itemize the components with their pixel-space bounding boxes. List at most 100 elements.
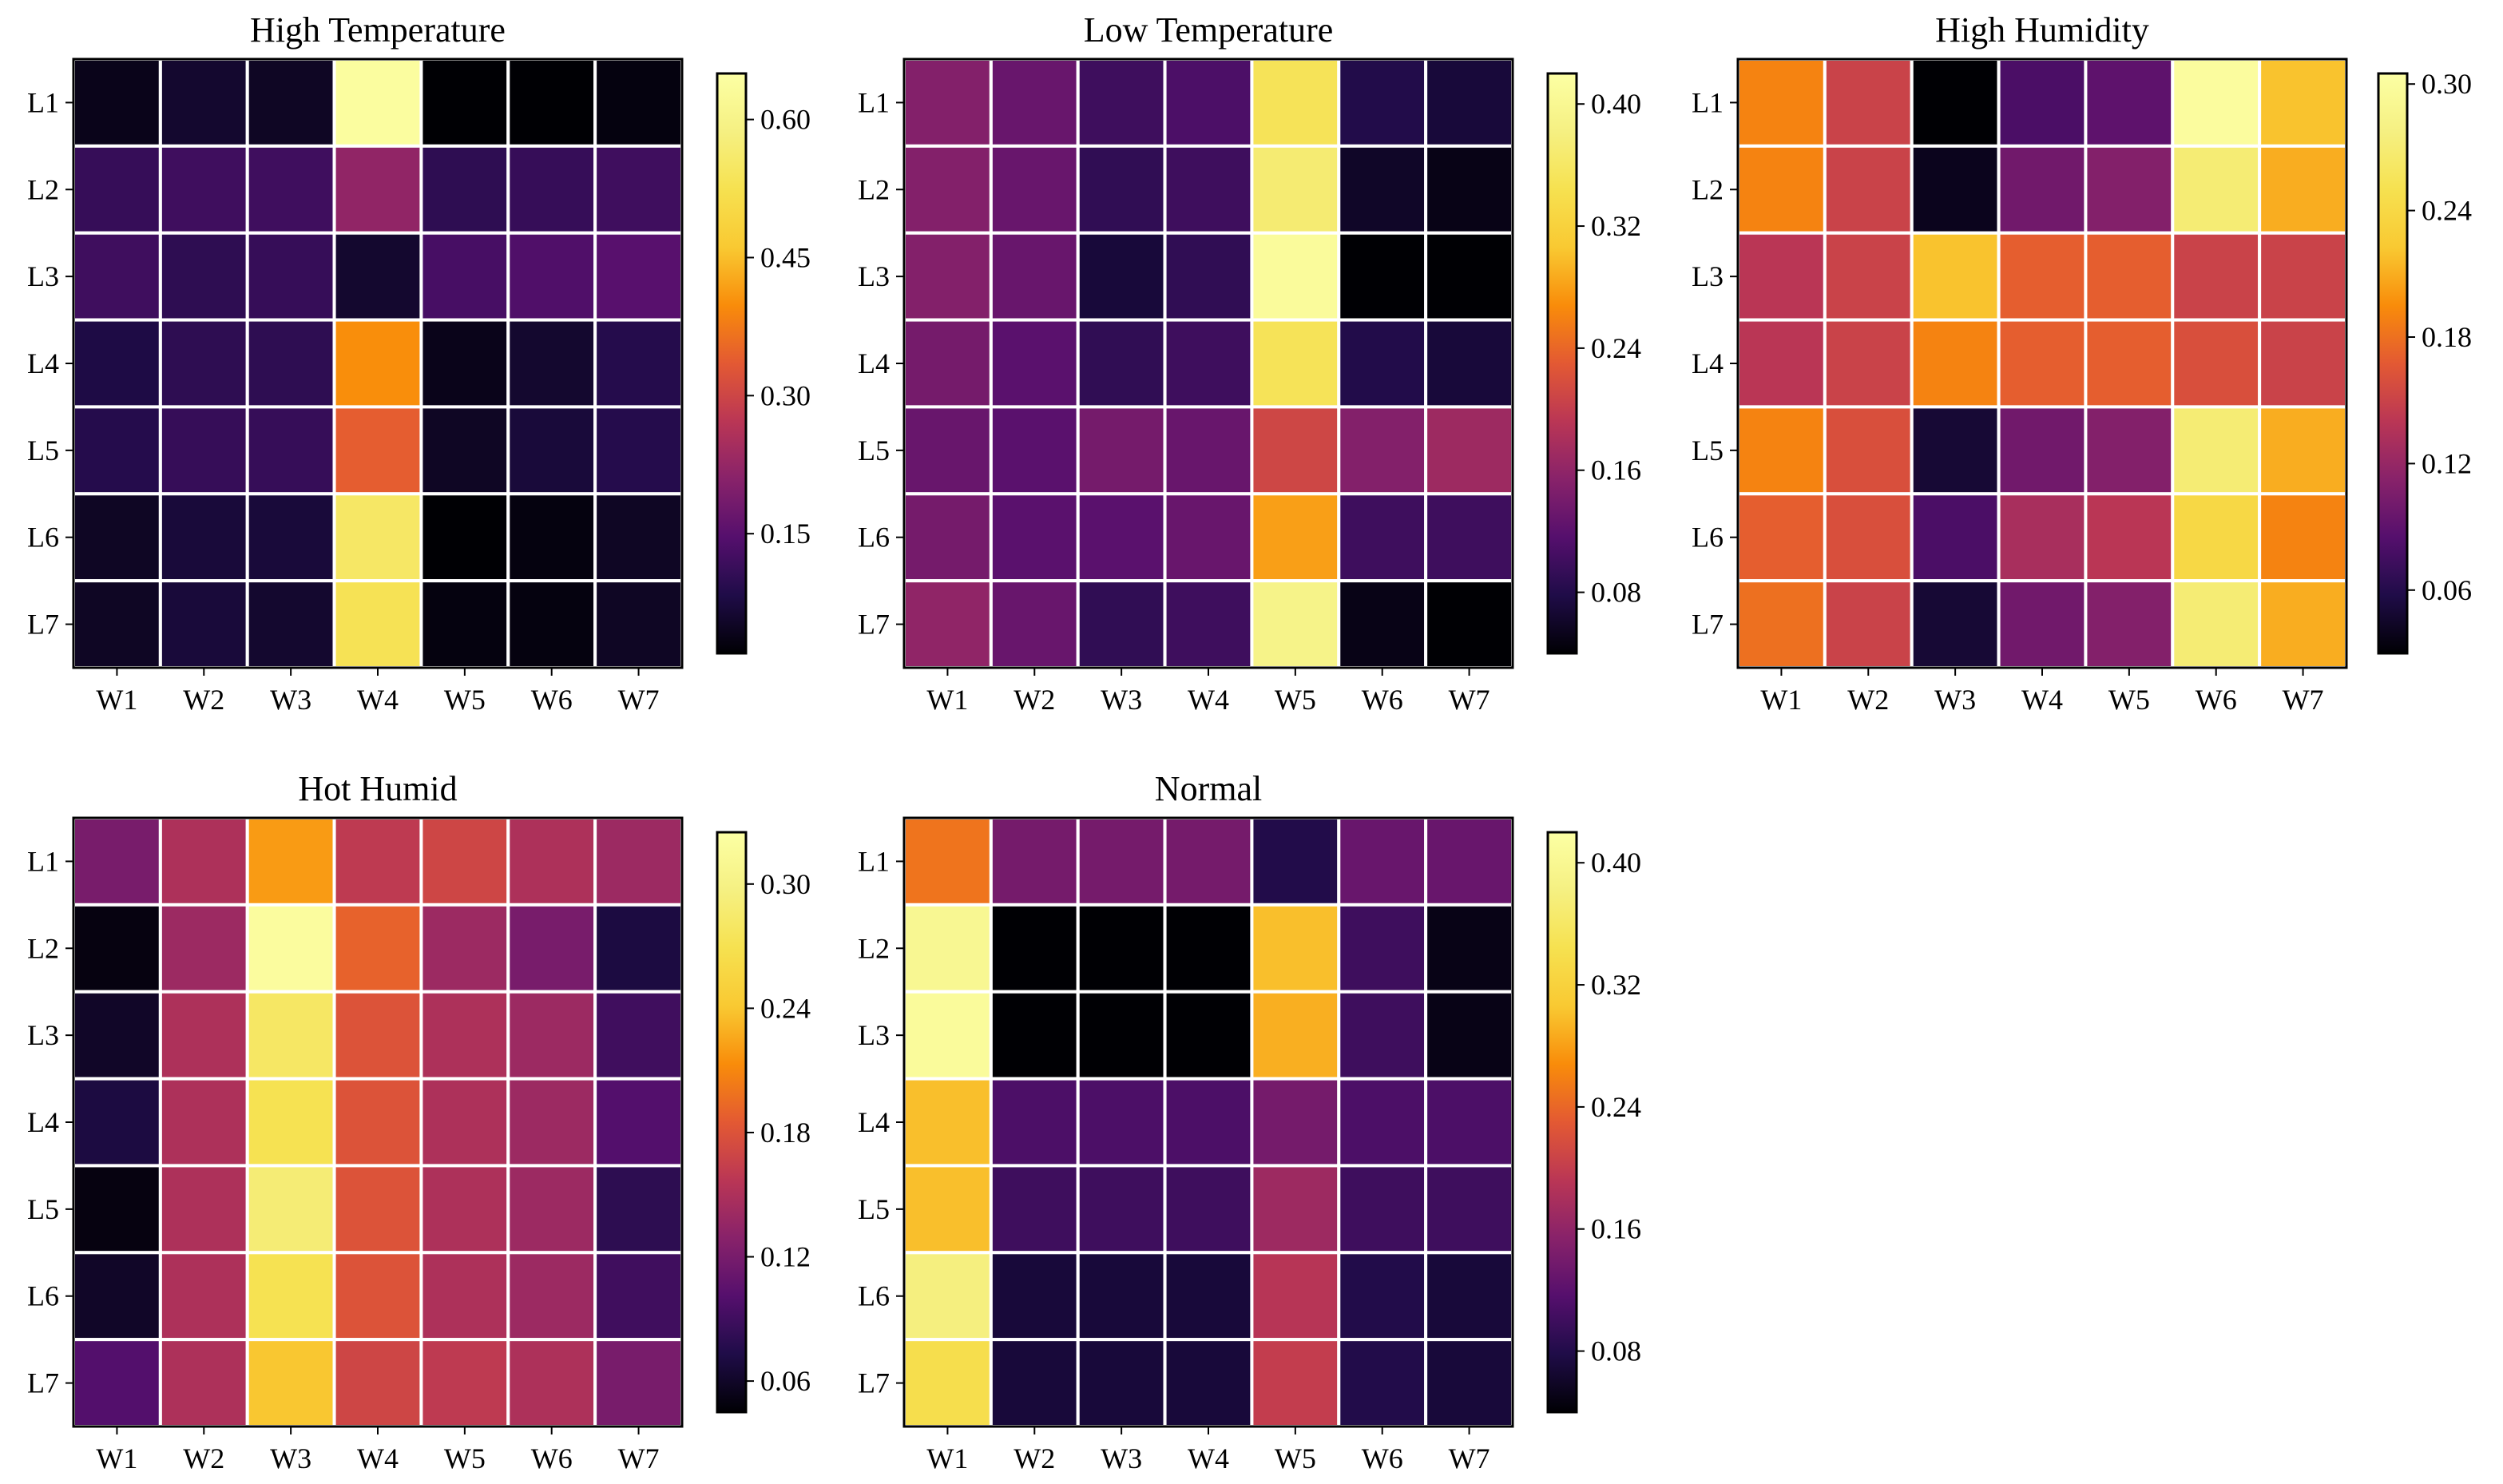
y-tick-label: L4: [1692, 347, 1724, 379]
colorbar-tick-label: 0.30: [2422, 68, 2472, 100]
heatmap-cell: L5 × W4: 0.13: [1163, 405, 1254, 496]
heatmap-cell: L7 × W4: 0.17: [332, 1338, 423, 1428]
heatmap-cell: L5 × W4: 0.1: [1163, 1164, 1254, 1255]
x-tick-label: W5: [2108, 684, 2150, 716]
heatmap-cell: L2 × W3: 0.12: [245, 144, 336, 235]
heatmap-cell: L4 × W7: 0.07: [1424, 318, 1514, 409]
heatmap-cell: L7 × W5: 0.11: [2084, 579, 2175, 670]
y-tick-label: L5: [27, 1193, 59, 1225]
heatmap-cell: L6 × W7: 0.05: [593, 492, 684, 583]
heatmap-cell: L4 × W7: 0.09: [593, 318, 684, 409]
y-tick-label: L6: [858, 1280, 890, 1312]
heatmap-cell: L6 × W1: 0.05: [72, 492, 162, 583]
colorbar-tick-label: 0.18: [2422, 321, 2472, 353]
heatmap-cell: L7 × W6: 0.05: [1337, 579, 1428, 670]
heatmap-cell: L3 × W3: 0.22: [1910, 231, 2001, 322]
heatmap-cell: L3 × W7: 0.15: [2258, 231, 2348, 322]
y-tick-label: L1: [858, 86, 890, 118]
heatmap-cell: L4 × W3: 0.27: [245, 1077, 336, 1168]
heatmap-cell: L3 × W7: 0.09: [593, 990, 684, 1081]
heatmap-cell: L1 × W6: 0.08: [1337, 58, 1428, 148]
heatmap-cell: L3 × W5: 0.13: [419, 231, 510, 322]
heatmap-cell: L3 × W4: 0.04: [1163, 990, 1254, 1081]
heatmap-cell: L5 × W1: 0.13: [902, 405, 993, 496]
heatmap-cell: L4 × W4: 0.18: [332, 1077, 423, 1168]
y-tick-label: L2: [858, 173, 890, 205]
heatmap-cell: L2 × W4: 0.1: [1163, 144, 1254, 235]
heatmap-cell: L6 × W2: 0.16: [1823, 492, 1914, 583]
colorbar-tick-label: 0.16: [1591, 454, 1641, 486]
x-tick-label: W5: [444, 1442, 486, 1474]
heatmap-cell: L5 × W5: 0.11: [2084, 405, 2175, 496]
colorbar-tick-label: 0.15: [760, 518, 811, 550]
heatmap-cell: L6 × W6: 0.03: [506, 492, 597, 583]
heatmap-cell: L5 × W2: 0.15: [158, 1164, 249, 1255]
colorbar-tick-label: 0.24: [1591, 1091, 1641, 1123]
colorbar-tick-label: 0.40: [1591, 847, 1641, 879]
y-tick-label: L3: [858, 260, 890, 292]
x-tick-label: W1: [926, 1442, 968, 1474]
heatmap-cell: L4 × W1: 0.14: [1736, 318, 1827, 409]
heatmap-cell: L2 × W6: 0.11: [506, 144, 597, 235]
heatmap-cell: L1 × W2: 0.15: [1823, 58, 1914, 148]
heatmap-cell: L5 × W6: 0.27: [2171, 405, 2262, 496]
heatmap-cell: L7 × W3: 0.24: [245, 1338, 336, 1428]
y-tick-label: L4: [858, 1106, 890, 1138]
x-tick-label: W6: [1362, 1442, 1403, 1474]
heatmap-cell: L2 × W3: 0.09: [1076, 144, 1167, 235]
y-tick-label: L1: [27, 86, 59, 118]
heatmap-cell: L1 × W1: 0.25: [902, 816, 993, 907]
heatmap-cell: L5 × W3: 0.29: [245, 1164, 336, 1255]
heatmap-cell: L4 × W3: 0.11: [1076, 1077, 1167, 1168]
heatmap-cell: L7 × W7: 0.04: [1424, 579, 1514, 670]
heatmap-cell: L1 × W6: 0.3: [2171, 58, 2262, 148]
heatmap-cell: L7 × W4: 0.07: [1163, 1338, 1254, 1428]
heatmap-cell: L1 × W1: 0.04: [72, 58, 162, 148]
heatmap-cell: L6 × W6: 0.08: [1337, 1251, 1428, 1342]
heatmap-cell: L3 × W2: 0.1: [158, 231, 249, 322]
x-tick-label: W1: [1760, 684, 1802, 716]
heatmap-cell: L6 × W7: 0.1: [1424, 492, 1514, 583]
heatmap-cell: L3 × W5: 0.29: [1250, 990, 1341, 1081]
y-tick-label: L1: [27, 845, 59, 877]
colorbar-tick-label: 0.60: [760, 104, 811, 136]
heatmap-cell: L1 × W6: 0.13: [1337, 816, 1428, 907]
heatmap-cell: L5 × W3: 0.05: [1910, 405, 2001, 496]
heatmap-cell: L3 × W6: 0.14: [506, 231, 597, 322]
heatmap-cell: L2 × W7: 0.07: [593, 903, 684, 994]
heatmap-cell: L6 × W4: 0.55: [332, 492, 423, 583]
heatmap-cell: L5 × W2: 0.11: [158, 405, 249, 496]
heatmap-cell: L1 × W2: 0.13: [989, 58, 1080, 148]
heatmap-cell: L1 × W4: 0.08: [1997, 58, 2088, 148]
heatmap-cell: L2 × W3: 0.04: [1910, 144, 2001, 235]
heatmap-cell: L2 × W6: 0.1: [1337, 903, 1428, 994]
heatmap-cell: L4 × W4: 0.1: [1163, 318, 1254, 409]
heatmap-cell: L6 × W7: 0.07: [1424, 1251, 1514, 1342]
heatmap-cell: L6 × W1: 0.17: [1736, 492, 1827, 583]
colorbar-tick-label: 0.12: [760, 1241, 811, 1273]
heatmap-cell: L5 × W7: 0.1: [1424, 1164, 1514, 1255]
x-tick-label: W2: [1013, 1442, 1055, 1474]
heatmap-cell: L6 × W4: 0.07: [1163, 1251, 1254, 1342]
x-tick-label: W1: [926, 684, 968, 716]
heatmap-cell: L1 × W3: 0.22: [245, 816, 336, 907]
heatmap-cell: L4 × W6: 0.06: [506, 318, 597, 409]
heatmap-cell: L7 × W1: 0.18: [1736, 579, 1827, 670]
colorbar: [2377, 72, 2409, 655]
y-tick-label: L1: [1692, 86, 1724, 118]
heatmap-cell: L7 × W2: 0.07: [989, 1338, 1080, 1428]
heatmap-cell: L4 × W5: 0.17: [2084, 318, 2175, 409]
heatmap-cell: L5 × W5: 0.15: [419, 1164, 510, 1255]
colorbar-tick-label: 0.40: [1591, 88, 1641, 120]
heatmap-cell: L2 × W2: 0.14: [158, 903, 249, 994]
heatmap-cell: L2 × W7: 0.05: [1424, 144, 1514, 235]
heatmap-cell: L3 × W5: 0.17: [2084, 231, 2175, 322]
heatmap-cell: L1 × W3: 0.1: [1076, 58, 1167, 148]
heatmap-cell: L6 × W6: 0.1: [1337, 492, 1428, 583]
heatmap-cell: L4 × W6: 0.14: [506, 1077, 597, 1168]
heatmap-cell: L7 × W1: 0.16: [902, 579, 993, 670]
heatmap-cell: L1 × W7: 0.14: [593, 816, 684, 907]
heatmap-cell: L3 × W7: 0.15: [593, 231, 684, 322]
heatmap-cell: L4 × W6: 0.16: [2171, 318, 2262, 409]
colorbar-tick-label: 0.06: [2422, 574, 2472, 606]
